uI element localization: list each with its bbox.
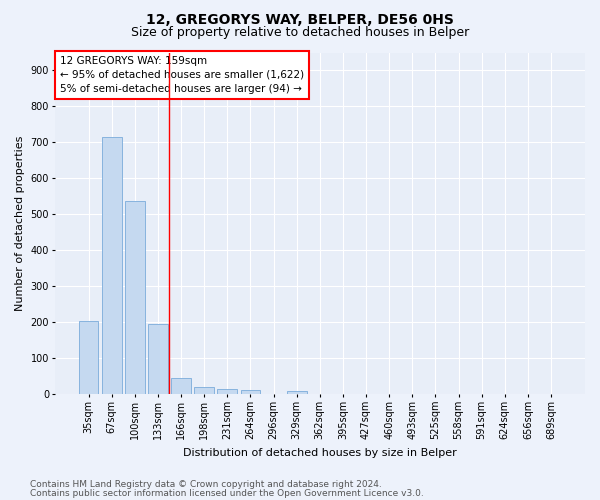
Text: Contains HM Land Registry data © Crown copyright and database right 2024.: Contains HM Land Registry data © Crown c… (30, 480, 382, 489)
Text: 12, GREGORYS WAY, BELPER, DE56 0HS: 12, GREGORYS WAY, BELPER, DE56 0HS (146, 12, 454, 26)
Bar (287, 390, 307, 394)
X-axis label: Distribution of detached houses by size in Belper: Distribution of detached houses by size … (183, 448, 457, 458)
Bar (102, 138, 122, 394)
Bar (171, 378, 191, 394)
Bar (125, 202, 145, 394)
Bar (148, 324, 168, 394)
Text: Contains public sector information licensed under the Open Government Licence v3: Contains public sector information licen… (30, 488, 424, 498)
Text: 12 GREGORYS WAY: 159sqm
← 95% of detached houses are smaller (1,622)
5% of semi-: 12 GREGORYS WAY: 159sqm ← 95% of detache… (60, 56, 304, 94)
Bar (241, 390, 260, 394)
Bar (79, 321, 98, 394)
Bar (194, 387, 214, 394)
Bar (217, 388, 237, 394)
Y-axis label: Number of detached properties: Number of detached properties (15, 136, 25, 311)
Text: Size of property relative to detached houses in Belper: Size of property relative to detached ho… (131, 26, 469, 39)
